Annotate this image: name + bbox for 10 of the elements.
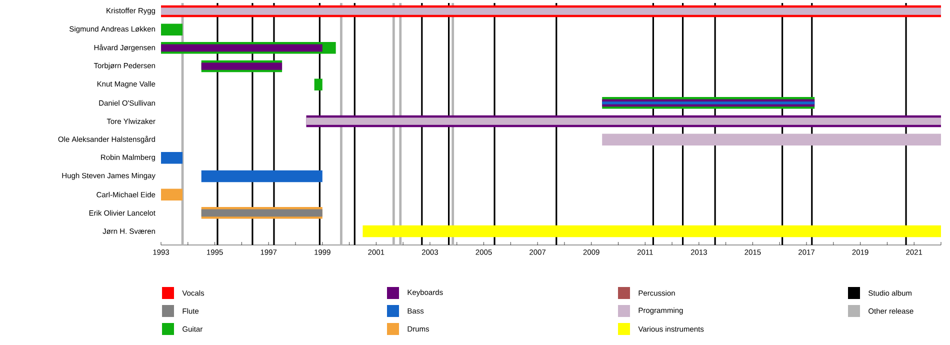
- bar: [314, 78, 322, 90]
- bar: [161, 44, 322, 52]
- bar: [201, 62, 282, 70]
- bar: [161, 152, 183, 164]
- bar: [362, 225, 941, 238]
- bar: [306, 118, 941, 125]
- bar: [161, 24, 183, 36]
- bar: [161, 188, 183, 200]
- bar: [201, 170, 322, 182]
- bar: [161, 8, 941, 15]
